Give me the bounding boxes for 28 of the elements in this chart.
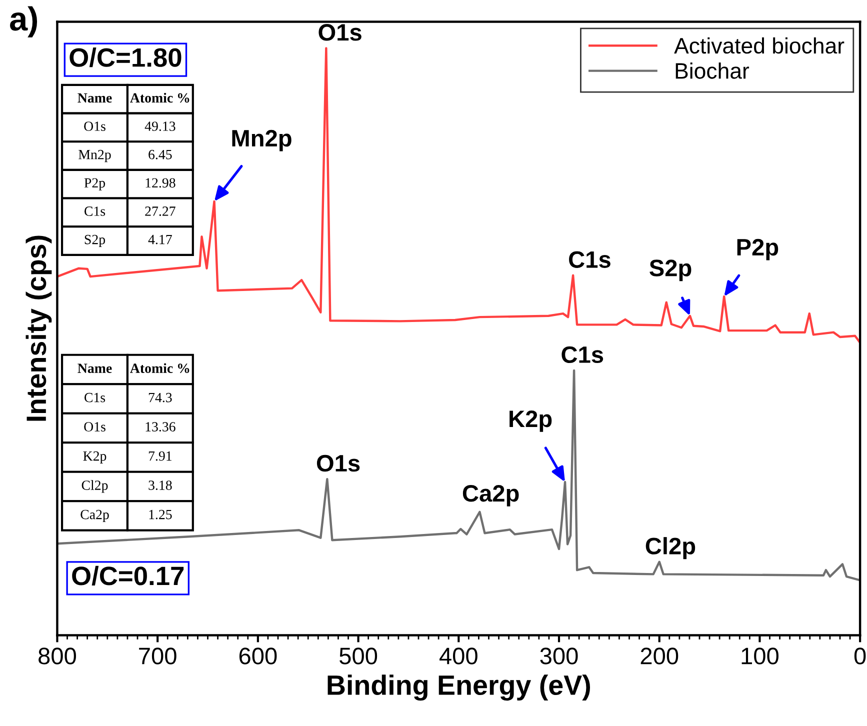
annotation: C1s (562, 346, 604, 364)
x-tick-label: 200 (640, 648, 678, 664)
annotation: Mn2p (232, 130, 292, 152)
x-axis-title: Binding Energy (eV) (328, 674, 590, 701)
x-tick-label: 600 (239, 648, 277, 664)
legend-label: Biochar (676, 62, 750, 79)
annotation: K2p (510, 410, 552, 432)
annotation: S2p (650, 260, 692, 282)
x-tick-label: 100 (742, 648, 778, 664)
annotation: O/C=1.80 (70, 48, 182, 68)
annotation: O/C=0.17 (72, 566, 184, 586)
annotation: O1s (316, 454, 360, 472)
x-tick-label: 400 (439, 648, 478, 664)
x-tick-label: 0 (854, 648, 866, 664)
text: a) (10, 6, 38, 38)
annotation: O1s (318, 24, 362, 41)
x-tick-label: 300 (540, 648, 578, 664)
annotation: P2p (737, 238, 778, 260)
annotation: Cl2p (646, 537, 696, 560)
text: Name Atomic % O1s 49.13 Mn2p 6.45 P2p 12.98 C1s 27.27 S2p 4.17 (78, 92, 190, 248)
annotation: C1s (569, 251, 610, 268)
x-tick-label: 800 (38, 648, 76, 664)
x-tick-label: 700 (139, 648, 176, 664)
y-axis-title: Intensity (cps) (26, 236, 52, 421)
annotation: Ca2p (462, 485, 519, 506)
x-tick-label: 500 (340, 648, 378, 664)
text: Name Atomic % C1s 74.3 O1s 13.36 K2p 7.91 Cl2p 3.18 Ca2p 1.25 (78, 363, 190, 522)
legend-label: Activated biochar (674, 37, 844, 54)
